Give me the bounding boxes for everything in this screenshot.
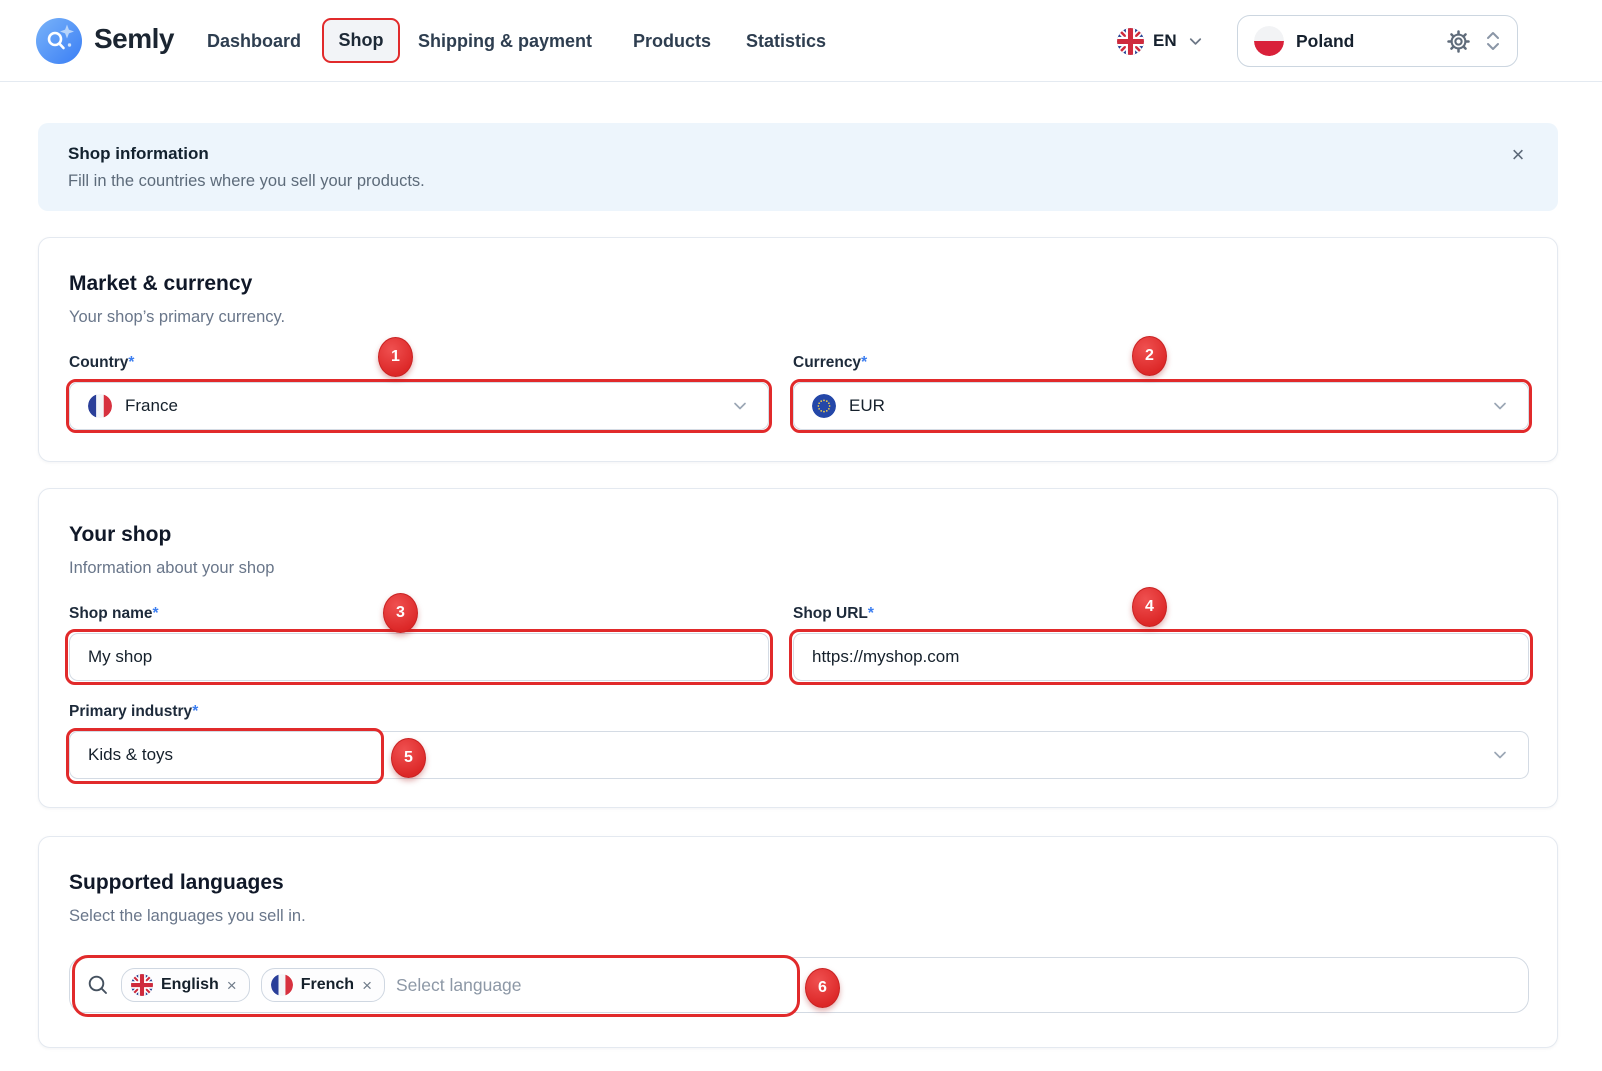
- currency-select[interactable]: EUR: [790, 379, 1532, 433]
- nav-item-shop-active[interactable]: Shop: [322, 18, 400, 63]
- languages-card-title: Supported languages: [69, 871, 284, 894]
- uk-flag-icon: [131, 974, 153, 996]
- primary-industry-field: Primary industry* Kids & toys: [66, 703, 1529, 784]
- nav-item-products[interactable]: Products: [633, 30, 712, 51]
- gear-icon[interactable]: [1446, 29, 1471, 54]
- currency-select-value: EUR: [849, 396, 885, 415]
- annotation-badge-4: 4: [1132, 587, 1167, 627]
- country-selector-value: Poland: [1296, 30, 1355, 51]
- market-card-subtitle: Your shop’s primary currency.: [69, 308, 286, 326]
- required-asterisk: *: [192, 703, 199, 720]
- language-tag-english: English ×: [121, 968, 250, 1002]
- shop-url-input[interactable]: [793, 633, 1529, 681]
- eu-flag-icon: [812, 394, 836, 418]
- language-tag-label: English: [161, 976, 219, 993]
- search-icon: [88, 975, 107, 994]
- banner-title: Shop information: [68, 144, 209, 163]
- shop-card-title: Your shop: [69, 523, 172, 546]
- annotation-badge-2: 2: [1132, 336, 1167, 376]
- required-asterisk: *: [861, 354, 868, 371]
- shop-name-label: Shop name*: [69, 605, 769, 623]
- poland-flag-icon: [1254, 26, 1284, 56]
- language-search-input[interactable]: [396, 974, 1512, 996]
- chevron-down-icon: [1189, 37, 1201, 45]
- languages-card-subtitle: Select the languages you sell in.: [69, 907, 306, 925]
- shop-url-label: Shop URL*: [793, 605, 1529, 623]
- annotation-badge-5: 5: [391, 738, 426, 778]
- currency-field-label: Currency*: [793, 354, 1529, 372]
- annotation-badge-1: 1: [378, 337, 413, 377]
- shop-information-banner: Shop information Fill in the countries w…: [38, 123, 1558, 211]
- primary-industry-label-text: Primary industry: [69, 703, 193, 720]
- country-field: Country* France: [66, 354, 772, 433]
- language-switcher[interactable]: EN: [1117, 0, 1205, 82]
- france-flag-icon: [88, 394, 112, 418]
- remove-tag-icon[interactable]: ×: [362, 975, 372, 995]
- shop-url-label-text: Shop URL: [793, 605, 868, 622]
- language-multiselect[interactable]: English × French ×: [69, 955, 1529, 1017]
- required-asterisk: *: [128, 354, 135, 371]
- nav-item-statistics[interactable]: Statistics: [746, 30, 827, 51]
- remove-tag-icon[interactable]: ×: [226, 975, 237, 995]
- brand-name: Semly: [94, 23, 175, 54]
- country-select[interactable]: France: [66, 379, 772, 433]
- country-select-value: France: [125, 396, 178, 415]
- primary-industry-select[interactable]: Kids & toys: [66, 728, 1529, 784]
- top-navigation-bar: Semly Dashboard Shop Shipping & payment …: [0, 0, 1602, 82]
- nav-item-shipping-payment[interactable]: Shipping & payment: [418, 30, 593, 51]
- close-icon: ×: [1511, 142, 1525, 167]
- banner-close-button[interactable]: ×: [1502, 139, 1534, 171]
- chevron-up-down-icon[interactable]: [1483, 30, 1503, 52]
- annotation-badge-3: 3: [383, 593, 418, 633]
- shop-name-field: Shop name*: [65, 605, 773, 685]
- banner-description: Fill in the countries where you sell you…: [68, 172, 425, 190]
- chevron-down-icon: [734, 402, 746, 410]
- language-code: EN: [1153, 31, 1177, 50]
- chevron-down-icon: [1494, 751, 1506, 759]
- market-currency-card: Market & currency Your shop’s primary cu…: [38, 237, 1558, 462]
- language-tag-french: French ×: [260, 968, 385, 1002]
- primary-industry-label: Primary industry*: [69, 703, 1529, 721]
- market-card-title: Market & currency: [69, 272, 253, 295]
- primary-industry-value: Kids & toys: [88, 745, 174, 764]
- currency-label-text: Currency: [793, 354, 862, 371]
- semly-logo-icon: [36, 18, 82, 64]
- annotation-badge-6: 6: [805, 968, 840, 1008]
- france-flag-icon: [270, 974, 293, 996]
- country-label-text: Country: [69, 354, 129, 371]
- chevron-down-icon: [1494, 402, 1506, 410]
- required-asterisk: *: [152, 605, 159, 622]
- shop-name-input[interactable]: [69, 633, 769, 681]
- language-tag-label: French: [300, 976, 355, 993]
- required-asterisk: *: [867, 605, 874, 622]
- shop-card-subtitle: Information about your shop: [69, 559, 275, 577]
- supported-languages-card: Supported languages Select the languages…: [38, 836, 1558, 1048]
- uk-flag-icon: [1117, 27, 1144, 55]
- shop-name-label-text: Shop name: [69, 605, 153, 622]
- country-selector[interactable]: Poland: [1237, 15, 1518, 67]
- your-shop-card: Your shop Information about your shop Sh…: [38, 488, 1558, 808]
- country-field-label: Country*: [69, 354, 769, 372]
- nav-item-dashboard[interactable]: Dashboard: [207, 30, 302, 51]
